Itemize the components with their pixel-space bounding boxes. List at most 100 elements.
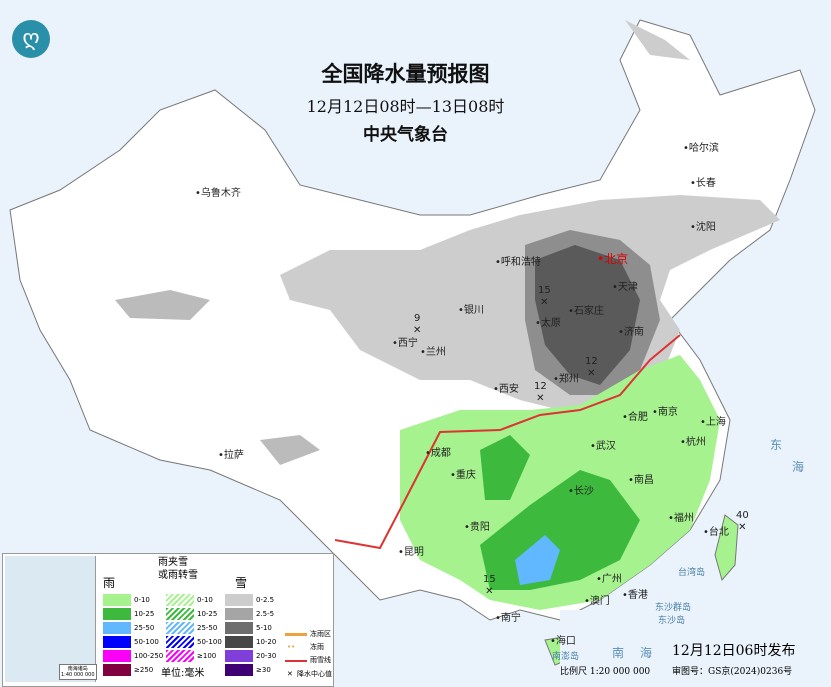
snow-label: 2.5-5 bbox=[256, 610, 275, 618]
city-label: •重庆 bbox=[450, 470, 476, 482]
rain-label: 50-100 bbox=[134, 638, 159, 646]
snow-swatch bbox=[225, 636, 253, 648]
sea-label: 海 bbox=[792, 460, 805, 474]
south-china-sea-inset: 南海诸岛 1:40 000 000 bbox=[5, 556, 97, 682]
city-dot-icon: • bbox=[568, 486, 574, 497]
sea-label: 海 bbox=[640, 646, 653, 660]
cma-logo: ღ bbox=[12, 20, 50, 58]
city-label: •西安 bbox=[493, 384, 519, 396]
mix-label: 50-100 bbox=[197, 638, 222, 646]
mix-label: 10-25 bbox=[197, 610, 218, 618]
city-name: 乌鲁木齐 bbox=[200, 188, 241, 199]
mix-legend-title: 雨夹雪 或雨转雪 bbox=[158, 557, 198, 581]
city-name: 贵阳 bbox=[469, 522, 490, 533]
city-dot-icon: • bbox=[612, 282, 618, 293]
city-label: •贵阳 bbox=[464, 522, 490, 534]
precip-center-marker: 15 ✕ bbox=[483, 574, 496, 598]
city-dot-icon: • bbox=[690, 222, 696, 233]
snow-legend-title: 雪 bbox=[235, 576, 248, 590]
city-label: •西宁 bbox=[392, 338, 418, 350]
snow-label: 20-30 bbox=[256, 652, 277, 660]
precip-center-marker: 12 ✕ bbox=[585, 356, 598, 380]
city-label: •南宁 bbox=[495, 613, 521, 625]
city-dot-icon: • bbox=[628, 475, 634, 486]
precip-center-marker: 15 ✕ bbox=[538, 285, 551, 309]
snow-label: ≥30 bbox=[256, 666, 271, 674]
city-dot-icon: • bbox=[195, 188, 201, 199]
city-dot-icon: • bbox=[622, 590, 628, 601]
precip-center-marker: 40 ✕ bbox=[736, 510, 749, 534]
city-label: •福州 bbox=[668, 513, 694, 525]
city-label: •广州 bbox=[596, 574, 622, 586]
snow-line-label: 雨雪线 bbox=[310, 656, 331, 664]
city-name: 台北 bbox=[708, 527, 729, 538]
freezing-rain-icon: •• bbox=[287, 643, 296, 651]
sea-label: 东沙岛 bbox=[658, 616, 686, 626]
city-label: •沈阳 bbox=[690, 222, 716, 234]
city-name: 南京 bbox=[657, 407, 678, 418]
city-dot-icon: • bbox=[458, 305, 464, 316]
freezing-rain-label: 冻雨 bbox=[310, 643, 324, 651]
city-dot-icon: • bbox=[596, 574, 602, 585]
center-x-icon: ✕ bbox=[413, 325, 422, 336]
snow-swatch bbox=[225, 608, 253, 620]
city-dot-icon: • bbox=[218, 450, 224, 461]
city-label: •海口 bbox=[550, 636, 576, 648]
snow-label: 0-2.5 bbox=[256, 596, 275, 604]
city-name: 上海 bbox=[705, 417, 726, 428]
city-dot-icon: • bbox=[668, 513, 674, 524]
city-label: •杭州 bbox=[680, 437, 706, 449]
unit-label: 单位:毫米 bbox=[161, 668, 205, 679]
rain-swatch bbox=[103, 622, 131, 634]
city-name: 南宁 bbox=[500, 613, 521, 624]
city-dot-icon: • bbox=[597, 252, 605, 266]
city-label: •昆明 bbox=[398, 547, 424, 559]
rain-label: 25-50 bbox=[134, 624, 155, 632]
city-label: •南京 bbox=[652, 407, 678, 419]
city-dot-icon: • bbox=[493, 384, 499, 395]
city-dot-icon: • bbox=[683, 143, 689, 154]
snow-swatch bbox=[225, 594, 253, 606]
city-name: 武汉 bbox=[595, 441, 616, 452]
precip-center-value: 12 bbox=[534, 381, 547, 392]
city-label: •上海 bbox=[700, 417, 726, 429]
city-name: 福州 bbox=[673, 513, 694, 524]
city-label: •北京 bbox=[597, 252, 628, 266]
city-dot-icon: • bbox=[568, 306, 574, 317]
rain-label: 0-10 bbox=[134, 596, 150, 604]
city-name: 长春 bbox=[695, 178, 716, 189]
sea-label: 台湾岛 bbox=[678, 568, 706, 578]
city-dot-icon: • bbox=[392, 338, 398, 349]
city-name: 呼和浩特 bbox=[500, 257, 541, 268]
rain-label: 10-25 bbox=[134, 610, 155, 618]
city-name: 济南 bbox=[623, 327, 644, 338]
freezing-rain-area-label: 冻雨区 bbox=[310, 630, 331, 638]
city-dot-icon: • bbox=[495, 613, 501, 624]
rain-label: 100-250 bbox=[134, 652, 164, 660]
city-name: 哈尔滨 bbox=[688, 143, 719, 154]
precip-center-value: 40 bbox=[736, 510, 749, 521]
freezing-rain-area-line bbox=[285, 633, 307, 636]
city-dot-icon: • bbox=[618, 327, 624, 338]
sea-label: 东 bbox=[770, 438, 783, 452]
city-label: •济南 bbox=[618, 327, 644, 339]
city-label: •拉萨 bbox=[218, 450, 244, 462]
city-name: 拉萨 bbox=[223, 450, 244, 461]
center-x-icon: ✕ bbox=[485, 586, 494, 597]
city-dot-icon: • bbox=[584, 596, 590, 607]
city-name: 广州 bbox=[601, 574, 622, 585]
legend: 南海诸岛 1:40 000 000 雨 雨夹雪 或雨转雪 雪 0-10 10-25… bbox=[2, 553, 334, 687]
precip-center-value: 12 bbox=[585, 356, 598, 367]
south-sea-background bbox=[560, 610, 831, 687]
center-x-icon: ✕ bbox=[540, 297, 549, 308]
rain-legend-title: 雨 bbox=[103, 576, 116, 590]
snow-patch-tibet bbox=[260, 435, 320, 465]
city-label: •成都 bbox=[425, 448, 451, 460]
city-name: 南昌 bbox=[633, 475, 654, 486]
precip-center-value: 9 bbox=[414, 313, 421, 324]
city-dot-icon: • bbox=[652, 407, 658, 418]
city-name: 石家庄 bbox=[573, 306, 604, 317]
city-dot-icon: • bbox=[464, 522, 470, 533]
city-label: •乌鲁木齐 bbox=[195, 188, 241, 200]
